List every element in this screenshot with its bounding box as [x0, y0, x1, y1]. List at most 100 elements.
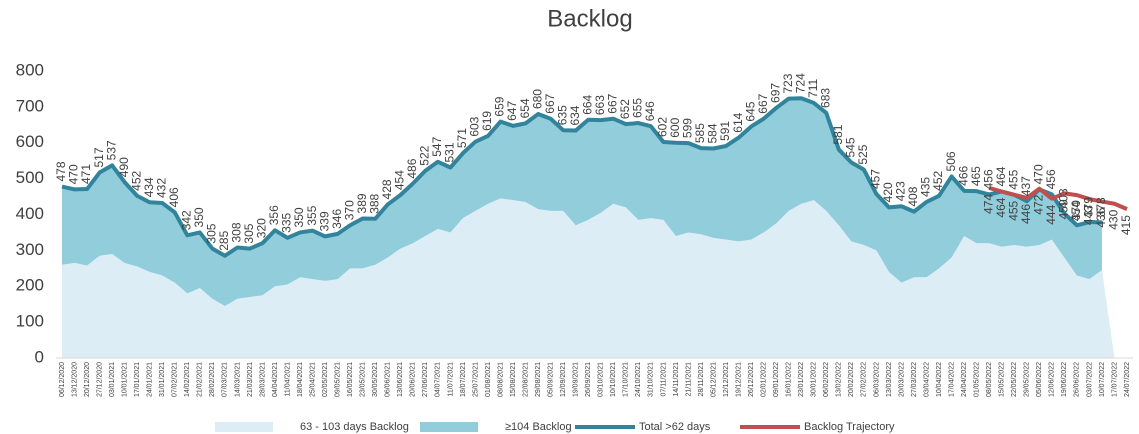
data-label: 423 [894, 181, 908, 201]
data-label: 446 [1019, 204, 1033, 224]
x-tick-label: 16/01/2022 [786, 362, 793, 397]
data-label: 457 [869, 169, 883, 189]
data-label: 389 [355, 193, 369, 213]
x-tick-label: 13/12/2020 [71, 362, 78, 397]
data-label: 370 [1069, 200, 1083, 220]
data-label: 602 [656, 117, 670, 137]
x-tick-label: 10/07/2022 [1099, 362, 1106, 397]
data-label: 428 [380, 179, 394, 199]
data-label: 599 [681, 118, 695, 138]
x-tick-label: 22/08/2021 [522, 362, 529, 397]
x-tick-label: 26/12/2021 [748, 362, 755, 397]
data-label: 680 [530, 89, 544, 109]
x-tick-label: 24/01/2021 [147, 362, 154, 397]
data-label: 356 [267, 205, 281, 225]
data-label: 464 [994, 166, 1008, 186]
x-tick-label: 03/10/2021 [598, 362, 605, 397]
data-label: 647 [505, 101, 519, 121]
data-label: 724 [793, 73, 807, 93]
x-tick-label: 07/03/2021 [222, 362, 229, 397]
data-label: 619 [480, 111, 494, 131]
data-label: 545 [844, 137, 858, 157]
y-tick-label: 700 [16, 96, 44, 115]
x-tick-label: 12/09/2021 [560, 362, 567, 397]
x-tick-label: 05/06/2022 [1036, 362, 1043, 397]
data-label: 305 [205, 223, 219, 243]
data-label: 585 [693, 123, 707, 143]
x-tick-label: 20/06/2021 [410, 362, 417, 397]
x-tick-label: 15/05/2022 [999, 362, 1006, 397]
data-label: 667 [605, 93, 619, 113]
x-tick-label: 06/03/2022 [873, 362, 880, 397]
labels: 4784704715175374904524344324063423503052… [54, 73, 1133, 251]
x-tick-label: 21/02/2021 [197, 362, 204, 397]
area [62, 98, 1102, 306]
data-label: 547 [430, 136, 444, 156]
x-tick-label: 13/02/2022 [836, 362, 843, 397]
data-label: 455 [1006, 200, 1020, 220]
data-label: 370 [342, 200, 356, 220]
data-label: 711 [806, 78, 820, 97]
x-tick-label: 17/01/2021 [134, 362, 141, 397]
data-label: 486 [405, 158, 419, 178]
x-tick-label: 02/01/2022 [760, 362, 767, 397]
data-label: 571 [455, 128, 469, 148]
data-label: 452 [931, 170, 945, 190]
data-label: 522 [418, 145, 432, 165]
y-tick-label: 200 [16, 276, 44, 295]
x-tick-label: 29/05/2022 [1024, 362, 1031, 397]
x-tick-label: 27/03/2022 [911, 362, 918, 397]
data-label: 355 [305, 205, 319, 225]
x-tick-label: 23/01/2022 [798, 362, 805, 397]
x-tick-label: 11/07/2021 [447, 362, 454, 397]
x-tick-label: 27/02/2022 [861, 362, 868, 397]
data-label: 320 [255, 218, 269, 238]
x-tick-label: 18/04/2021 [297, 362, 304, 397]
data-label: 459 [1057, 199, 1071, 219]
x-tick-label: 23/05/2021 [360, 362, 367, 397]
data-label: 455 [1006, 169, 1020, 189]
data-label: 470 [1031, 164, 1045, 184]
x-tick-label: 04/04/2021 [272, 362, 279, 397]
data-label: 474 [981, 194, 995, 214]
data-label: 420 [881, 182, 895, 202]
data-label: 435 [919, 177, 933, 197]
x-tick-label: 09/01/2022 [773, 362, 780, 397]
x-tick-label: 03/07/2022 [1086, 362, 1093, 397]
x-tick-label: 28/03/2021 [259, 362, 266, 397]
data-label: 531 [443, 142, 457, 162]
y-tick-label: 600 [16, 132, 44, 151]
x-tick-label: 07/02/2021 [172, 362, 179, 397]
legend-label: Total >62 days [639, 421, 711, 433]
x-tick-label: 08/05/2022 [986, 362, 993, 397]
data-label: 471 [79, 164, 93, 184]
x-tick-label: 11/04/2021 [284, 362, 291, 397]
x-tick-label: 30/01/2022 [811, 362, 818, 397]
x-tick-label: 01/08/2021 [485, 362, 492, 397]
x-tick-label: 17/04/2022 [948, 362, 955, 397]
data-label: 335 [280, 212, 294, 232]
x-tick-label: 31/01/2021 [159, 362, 166, 397]
x-tick-label: 05/12/2021 [710, 362, 717, 397]
x-tick-label: 27/06/2021 [422, 362, 429, 397]
data-label: 339 [317, 211, 331, 231]
x-tick-label: 24/10/2021 [635, 362, 642, 397]
data-label: 466 [956, 165, 970, 185]
data-label: 614 [731, 112, 745, 132]
x-tick-label: 13/06/2021 [397, 362, 404, 397]
data-label: 464 [994, 197, 1008, 217]
legend-label: ≥104 Backlog [505, 421, 572, 433]
data-label: 581 [831, 124, 845, 144]
data-label: 600 [668, 117, 682, 137]
legend-label: 63 - 103 days Backlog [300, 421, 409, 433]
data-label: 697 [768, 83, 782, 103]
x-tick-label: 16/05/2021 [347, 362, 354, 397]
x-tick-label: 06/06/2021 [385, 362, 392, 397]
areas [62, 98, 1115, 358]
data-label: 430 [1107, 209, 1121, 229]
x-tick-label: 14/11/2021 [673, 362, 680, 397]
data-label: 342 [179, 210, 193, 230]
x-tick-label: 31/10/2021 [648, 362, 655, 397]
x-tick-label: 17/07/2022 [1111, 362, 1118, 397]
x-tick-label: 06/12/2020 [59, 362, 66, 397]
